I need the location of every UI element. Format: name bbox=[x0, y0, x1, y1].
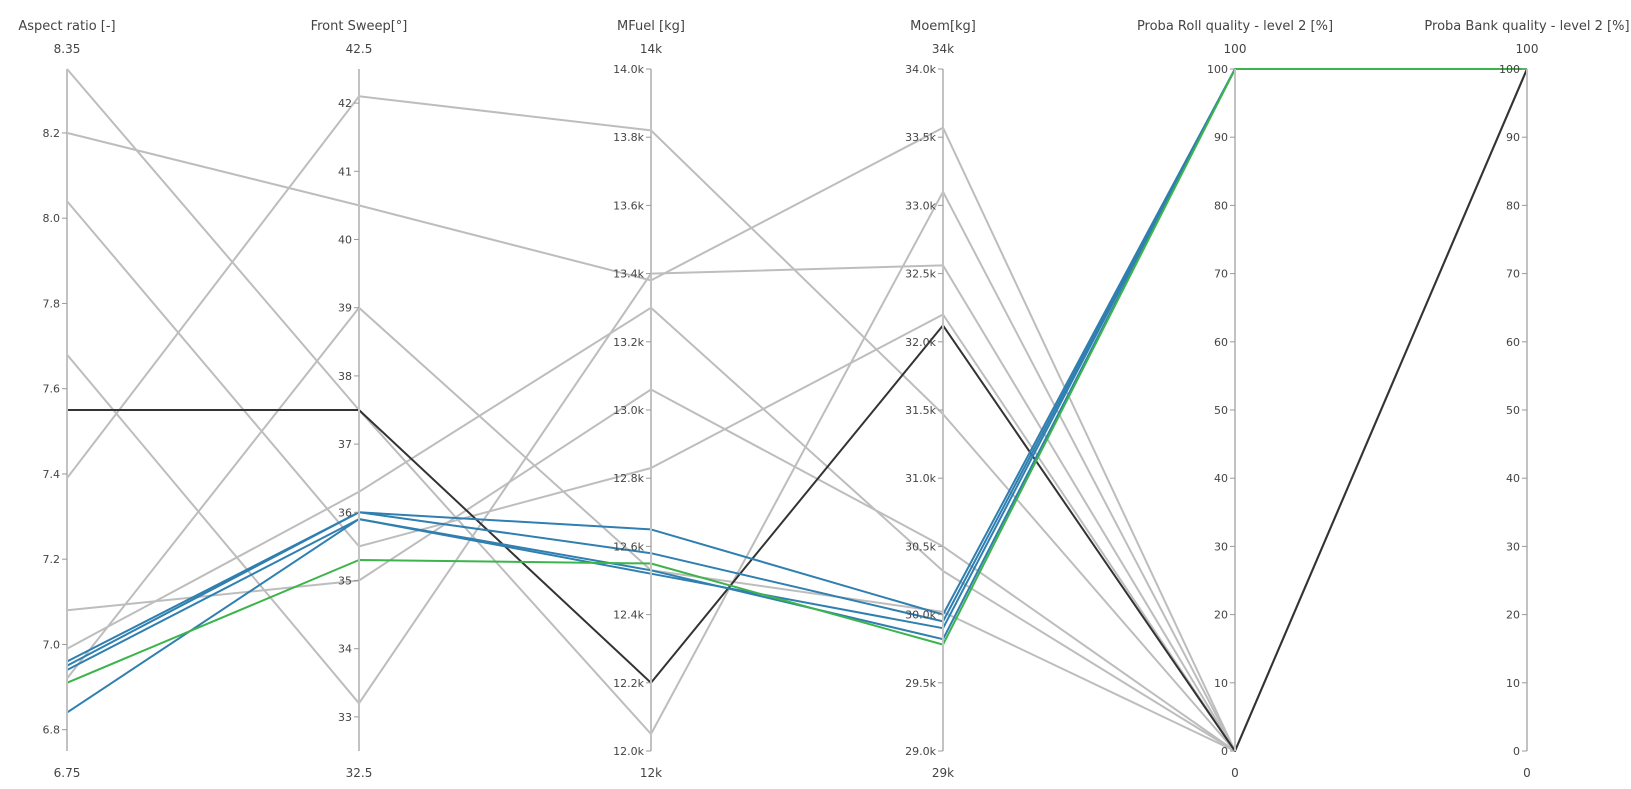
tick-label: 33 bbox=[338, 711, 352, 724]
tick-label: 60 bbox=[1506, 336, 1520, 349]
axis-4[interactable]: Moem[kg] 34k 29k 29.0k 29.5k 30.0k 30.5k 31.0k 3… bbox=[905, 19, 976, 780]
tick-label: 10 bbox=[1506, 677, 1520, 690]
tick-label: 70 bbox=[1214, 268, 1228, 281]
tick-label: 7.4 bbox=[43, 468, 61, 481]
tick-label: 80 bbox=[1506, 199, 1520, 212]
tick-label: 50 bbox=[1214, 404, 1228, 417]
tick-label: 90 bbox=[1506, 131, 1520, 144]
tick-label: 50 bbox=[1506, 404, 1520, 417]
tick-label: 20 bbox=[1506, 609, 1520, 622]
tick-label: 12.0k bbox=[613, 745, 644, 758]
axis-title: Front Sweep[°] bbox=[311, 19, 408, 34]
tick-label: 6.8 bbox=[43, 724, 61, 737]
axis-range-bottom: 12k bbox=[640, 766, 662, 780]
tick-label: 29.0k bbox=[905, 745, 936, 758]
tick-label: 14.0k bbox=[613, 63, 644, 76]
tick-label: 0 bbox=[1221, 745, 1228, 758]
tick-label: 60 bbox=[1214, 336, 1228, 349]
tick-label: 29.5k bbox=[905, 677, 936, 690]
tick-label: 36 bbox=[338, 506, 352, 519]
tick-label: 7.0 bbox=[43, 638, 61, 651]
tick-label: 70 bbox=[1506, 268, 1520, 281]
axis-3[interactable]: MFuel [kg] 14k 12k 12.0k 12.2k 12.4k 12.6k 12.8… bbox=[613, 19, 685, 780]
tick-label: 34.0k bbox=[905, 63, 936, 76]
tick-label: 37 bbox=[338, 438, 352, 451]
tick-label: 13.4k bbox=[613, 268, 644, 281]
axis-title: Moem[kg] bbox=[910, 19, 976, 34]
tick-label: 31.5k bbox=[905, 404, 936, 417]
tick-label: 10 bbox=[1214, 677, 1228, 690]
axis-1[interactable]: Aspect ratio [-] 8.35 6.75 6.8 7.0 7.2 7.4 7.6 7… bbox=[18, 19, 115, 780]
series-lines bbox=[66, 68, 1528, 752]
series-line-10[interactable] bbox=[66, 68, 1527, 663]
tick-label: 0 bbox=[1513, 745, 1520, 758]
tick-label: 39 bbox=[338, 302, 352, 315]
tick-label: 40 bbox=[1214, 472, 1228, 485]
tick-label: 32.5k bbox=[905, 268, 936, 281]
tick-label: 12.6k bbox=[613, 540, 644, 553]
axis-range-top: 14k bbox=[640, 42, 662, 56]
tick-label: 33.0k bbox=[905, 199, 936, 212]
tick-label: 13.6k bbox=[613, 199, 644, 212]
tick-label: 20 bbox=[1214, 609, 1228, 622]
tick-label: 13.0k bbox=[613, 404, 644, 417]
tick-label: 30 bbox=[1214, 540, 1228, 553]
axis-6[interactable]: Proba Bank quality - level 2 [%] 100 00 10 2… bbox=[1424, 19, 1629, 780]
tick-label: 31.0k bbox=[905, 472, 936, 485]
series-line-9[interactable] bbox=[67, 68, 1528, 752]
tick-label: 32.0k bbox=[905, 336, 936, 349]
tick-label: 8.0 bbox=[43, 212, 61, 225]
axis-range-bottom: 0 bbox=[1231, 766, 1239, 780]
tick-label: 8.2 bbox=[43, 127, 61, 140]
axis-range-bottom: 6.75 bbox=[54, 766, 81, 780]
axis-range-top: 42.5 bbox=[346, 42, 373, 56]
axis-title: Proba Bank quality - level 2 [%] bbox=[1424, 19, 1629, 34]
tick-label: 12.8k bbox=[613, 472, 644, 485]
axes: Aspect ratio [-] 8.35 6.75 6.8 7.0 7.2 7.4 7.6 7… bbox=[18, 19, 1629, 780]
axis-2[interactable]: Front Sweep[°] 42.5 32.5 33 34 35 36 37 38 39 40 41… bbox=[311, 19, 408, 780]
axis-range-top: 34k bbox=[932, 42, 954, 56]
tick-label: 90 bbox=[1214, 131, 1228, 144]
tick-label: 33.5k bbox=[905, 131, 936, 144]
tick-label: 80 bbox=[1214, 199, 1228, 212]
series-line-14[interactable] bbox=[66, 68, 1527, 684]
axis-range-top: 100 bbox=[1224, 42, 1247, 56]
tick-label: 13.8k bbox=[613, 131, 644, 144]
tick-label: 40 bbox=[1506, 472, 1520, 485]
tick-label: 30.5k bbox=[905, 540, 936, 553]
axis-title: Proba Roll quality - level 2 [%] bbox=[1137, 19, 1333, 34]
tick-label: 7.2 bbox=[43, 553, 61, 566]
axis-range-bottom: 0 bbox=[1523, 766, 1531, 780]
tick-label: 13.2k bbox=[613, 336, 644, 349]
axis-range-top: 100 bbox=[1516, 42, 1539, 56]
tick-label: 100 bbox=[1499, 63, 1520, 76]
tick-label: 38 bbox=[338, 370, 352, 383]
tick-label: 12.4k bbox=[613, 609, 644, 622]
axis-5[interactable]: Proba Roll quality - level 2 [%] 100 00 10 2… bbox=[1137, 19, 1333, 780]
tick-label: 42 bbox=[338, 97, 352, 110]
tick-label: 41 bbox=[338, 165, 352, 178]
tick-label: 34 bbox=[338, 643, 352, 656]
axis-title: Aspect ratio [-] bbox=[18, 19, 115, 34]
axis-range-top: 8.35 bbox=[54, 42, 81, 56]
tick-label: 7.6 bbox=[43, 383, 61, 396]
axis-range-bottom: 32.5 bbox=[346, 766, 373, 780]
tick-label: 40 bbox=[338, 234, 352, 247]
tick-label: 30.0k bbox=[905, 609, 936, 622]
tick-label: 35 bbox=[338, 575, 352, 588]
tick-label: 7.8 bbox=[43, 297, 61, 310]
tick-label: 12.2k bbox=[613, 677, 644, 690]
tick-label: 30 bbox=[1506, 540, 1520, 553]
tick-label: 100 bbox=[1207, 63, 1228, 76]
series-line-11[interactable] bbox=[66, 68, 1527, 667]
axis-range-bottom: 29k bbox=[932, 766, 954, 780]
axis-title: MFuel [kg] bbox=[617, 19, 685, 34]
